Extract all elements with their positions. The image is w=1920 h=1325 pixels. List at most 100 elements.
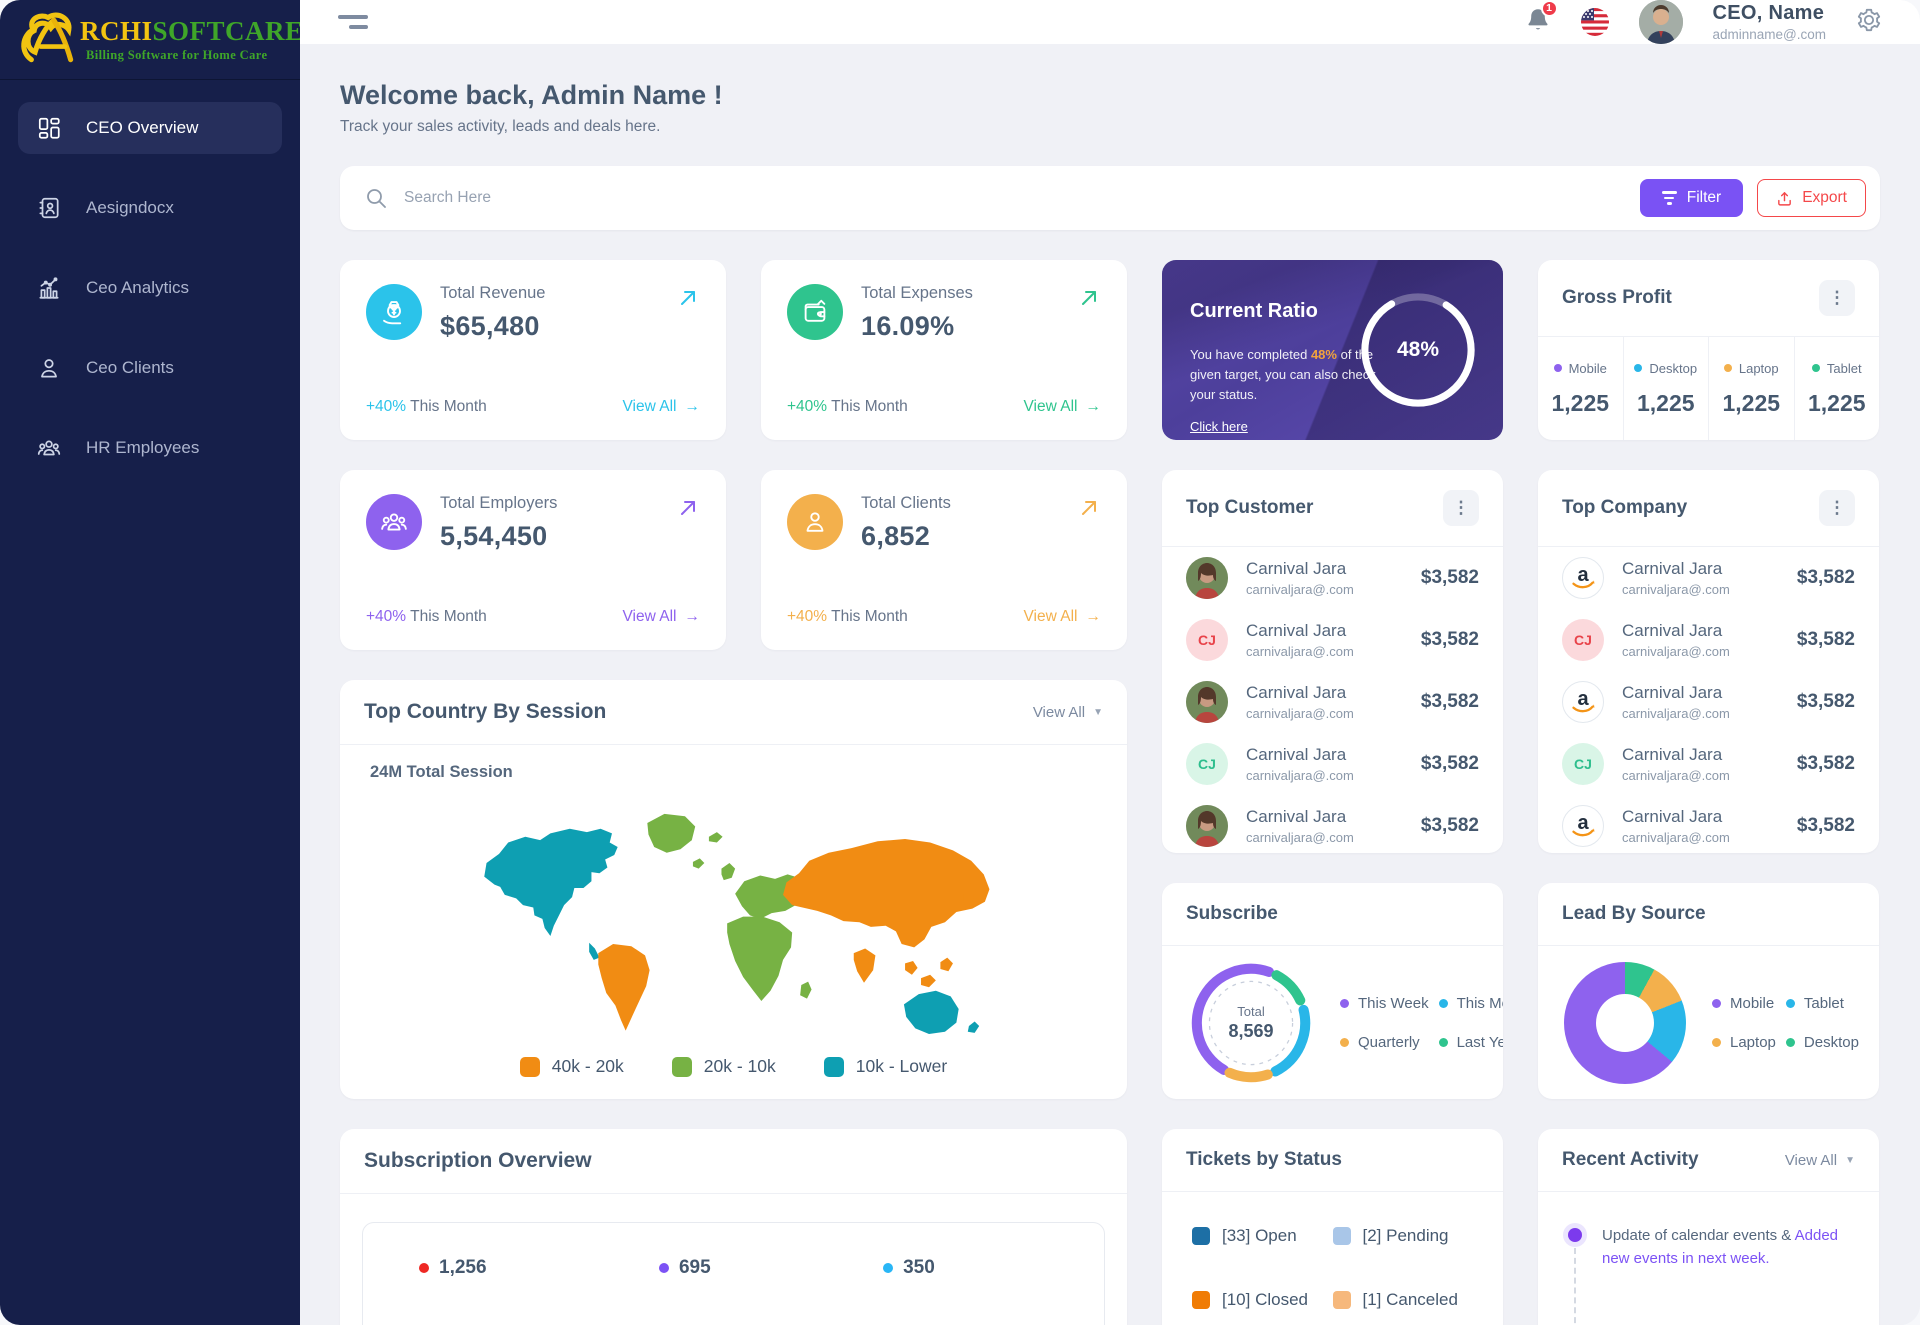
trend-arrow-icon[interactable] (676, 496, 700, 525)
amazon-logo-icon: a (1562, 557, 1604, 599)
customer-email: carnivaljara@.com (1246, 768, 1354, 783)
company-amount: $3,582 (1796, 753, 1855, 774)
stat-value: 6,852 (861, 521, 931, 551)
legend-dot (1785, 998, 1795, 1008)
kebab-menu-icon[interactable]: ⋮ (1819, 490, 1855, 526)
chevron-down-icon: ▼ (1845, 1154, 1855, 1166)
dashboard-icon (38, 117, 60, 139)
customer-row[interactable]: Carnival Jara carnivaljara@.com $3,582 (1162, 547, 1503, 609)
view-all-dropdown[interactable]: View All ▼ (1032, 703, 1103, 721)
search-input[interactable] (404, 189, 1640, 207)
stat-label: Total Expenses (861, 284, 973, 302)
svg-text:a: a (1577, 564, 1589, 586)
trend-arrow-icon[interactable] (676, 286, 700, 315)
legend-swatch (1192, 1227, 1210, 1245)
customer-avatar (1186, 805, 1228, 847)
customer-row[interactable]: CJ Carnival Jara carnivaljara@.com $3,582 (1162, 609, 1503, 671)
legend-dot (1340, 998, 1349, 1008)
gear-icon (1857, 8, 1881, 31)
sidebar-item-label: Aesigndocx (86, 198, 174, 217)
user-menu[interactable]: CEO, Name adminname@.com (1713, 2, 1827, 42)
stat-change: +40% (787, 398, 828, 415)
donut-total-value: 8,569 (1228, 1020, 1274, 1041)
card-title: Subscribe (1186, 903, 1278, 924)
customer-amount: $3,582 (1420, 629, 1479, 650)
user-avatar[interactable] (1638, 0, 1683, 44)
brand-name: RCHISOFTCARE (80, 16, 304, 46)
legend-dot (419, 1263, 429, 1273)
view-all-link[interactable]: View All → (622, 608, 701, 625)
legend-swatch (1192, 1291, 1210, 1309)
top-country-card: Top Country By Session View All ▼ 24M Tot… (340, 680, 1127, 1099)
legend-swatch (519, 1056, 540, 1077)
company-email: carnivaljara@.com (1622, 644, 1730, 659)
trend-arrow-icon[interactable] (1077, 286, 1101, 315)
stat-period: This Month (831, 398, 908, 415)
company-row[interactable]: a Carnival Jara carnivaljara@.com $3,582 (1538, 671, 1879, 733)
notifications-button[interactable]: 1 (1525, 0, 1558, 39)
map-legend: 40k - 20k 20k - 10k 10k - Lower (370, 1056, 1097, 1077)
amazon-logo-icon: a (1562, 681, 1604, 723)
sidebar-item-aesigndocx[interactable]: Aesigndocx (18, 182, 282, 234)
page-title: Welcome back, Admin Name ! (340, 80, 723, 110)
legend-dot (1712, 1037, 1721, 1047)
current-ratio-card: Current Ratio You have completed 48% of … (1162, 260, 1503, 440)
kebab-menu-icon[interactable]: ⋮ (1443, 490, 1479, 526)
export-button[interactable]: Export (1757, 179, 1866, 217)
sidebar-item-ceo-clients[interactable]: Ceo Clients (18, 342, 282, 394)
page-subtitle: Track your sales activity, leads and dea… (340, 118, 661, 135)
filter-button[interactable]: Filter (1639, 179, 1744, 217)
customer-row[interactable]: CJ Carnival Jara carnivaljara@.com $3,582 (1162, 733, 1503, 795)
company-name: Carnival Jara (1622, 683, 1723, 702)
chevron-down-icon: ▼ (1093, 706, 1103, 718)
card-title: Top Company (1562, 497, 1688, 518)
legend-dot (1712, 998, 1721, 1008)
lead-source-legend: Mobile Tablet Laptop Desktop (1712, 995, 1859, 1051)
subscribe-card: Subscribe Total (1162, 883, 1503, 1099)
stat-change: +40% (787, 608, 828, 625)
company-row[interactable]: CJ Carnival Jara carnivaljara@.com $3,582 (1538, 609, 1879, 671)
svg-text:a: a (1577, 688, 1589, 710)
company-name: Carnival Jara (1622, 745, 1723, 764)
arrow-right-icon: → (1085, 608, 1102, 625)
company-row[interactable]: a Carnival Jara carnivaljara@.com $3,582 (1538, 547, 1879, 609)
company-row[interactable]: a Carnival Jara carnivaljara@.com $3,582 (1538, 795, 1879, 853)
company-avatar-initials: CJ (1562, 743, 1604, 785)
customer-name: Carnival Jara (1246, 621, 1347, 640)
sidebar-item-ceo-analytics[interactable]: Ceo Analytics (18, 262, 282, 314)
customer-avatar (1186, 557, 1228, 599)
view-all-link[interactable]: View All → (1023, 608, 1102, 625)
sidebar-item-label: Ceo Clients (86, 358, 174, 377)
employers-icon (366, 494, 422, 550)
settings-button[interactable] (1856, 7, 1882, 38)
view-all-dropdown[interactable]: View All ▼ (1784, 1151, 1855, 1169)
us-flag-icon (1580, 8, 1609, 36)
lead-by-source-card: Lead By Source Mobile Tablet Laptop Desk… (1538, 883, 1879, 1099)
total-session-label: 24M Total Session (370, 763, 513, 781)
brand-logo[interactable]: RCHISOFTCARE Billing Software for Home C… (0, 0, 303, 80)
view-all-link[interactable]: View All → (1023, 398, 1102, 415)
trend-arrow-icon[interactable] (1077, 496, 1101, 525)
click-here-link[interactable]: Click here (1190, 419, 1248, 435)
timeline-line (1574, 1248, 1576, 1325)
company-avatar-initials: CJ (1562, 619, 1604, 661)
card-title: Lead By Source (1562, 903, 1706, 924)
customer-row[interactable]: Carnival Jara carnivaljara@.com $3,582 (1162, 671, 1503, 733)
hamburger-menu-icon[interactable] (338, 15, 368, 29)
search-bar: Filter Export (340, 166, 1880, 230)
sidebar-item-ceo-overview[interactable]: CEO Overview (18, 102, 282, 154)
view-all-link[interactable]: View All → (622, 398, 701, 415)
customer-email: carnivaljara@.com (1246, 644, 1354, 659)
company-row[interactable]: CJ Carnival Jara carnivaljara@.com $3,582 (1538, 733, 1879, 795)
stat-value: 5,54,450 (440, 521, 548, 551)
sidebar-item-hr-employees[interactable]: HR Employees (18, 422, 282, 474)
activity-item[interactable]: Update of calendar events & Added new ev… (1568, 1224, 1853, 1325)
stat-change: +40% (366, 398, 407, 415)
customer-avatar (1186, 681, 1228, 723)
subscribe-donut-chart: Total 8,569 (1188, 960, 1314, 1086)
card-title: Tickets by Status (1186, 1149, 1342, 1170)
kebab-menu-icon[interactable]: ⋮ (1819, 280, 1855, 316)
top-company-card: Top Company ⋮ a Carnival Jara carnivaljar… (1538, 470, 1879, 853)
language-flag-us[interactable] (1580, 8, 1609, 36)
customer-row[interactable]: Carnival Jara carnivaljara@.com $3,582 (1162, 795, 1503, 853)
